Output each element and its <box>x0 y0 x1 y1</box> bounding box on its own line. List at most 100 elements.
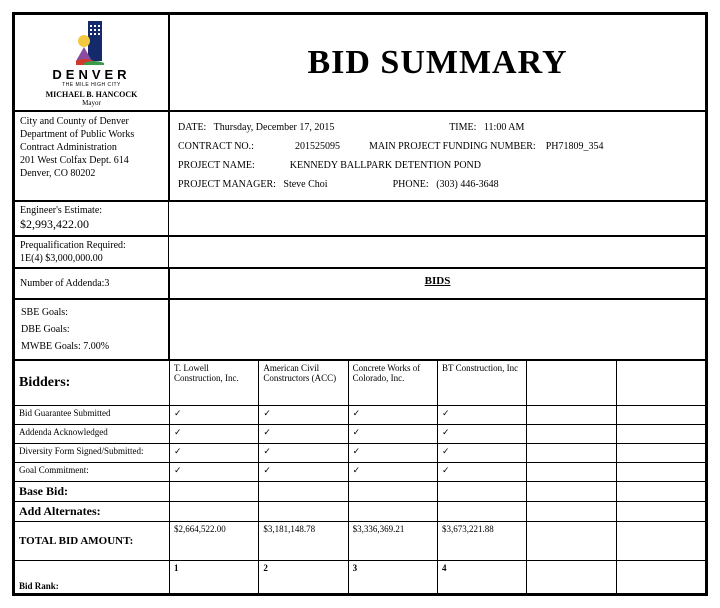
time-value: 11:00 AM <box>484 122 524 133</box>
check-cell: ✓ <box>348 424 437 443</box>
goals-right-blank <box>169 299 706 360</box>
check-cell: ✓ <box>348 443 437 462</box>
blank-est-right <box>169 201 706 236</box>
check-cell <box>616 443 705 462</box>
rank-cell: 3 <box>348 560 437 593</box>
date-label: DATE: <box>178 122 206 133</box>
check-cell: ✓ <box>348 462 437 481</box>
check-label: Goal Commitment: <box>15 462 170 481</box>
rank-cell <box>616 560 705 593</box>
project-name-label: PROJECT NAME: <box>178 160 255 171</box>
bid-rank-label: Bid Rank: <box>19 581 59 591</box>
check-cell: ✓ <box>437 462 526 481</box>
bidder-name: Concrete Works of Colorado, Inc. <box>348 360 437 405</box>
check-cell: ✓ <box>170 424 259 443</box>
phone-value: (303) 446-3648 <box>436 179 499 190</box>
prequal-cell: Prequalification Required: 1E(4) $3,000,… <box>14 236 169 268</box>
check-cell: ✓ <box>348 405 437 424</box>
check-cell: ✓ <box>437 405 526 424</box>
check-cell: ✓ <box>437 424 526 443</box>
check-row: Addenda Acknowledged ✓ ✓ ✓ ✓ <box>15 424 706 443</box>
addenda-bids-row: Number of Addenda:3 BIDS <box>14 268 706 299</box>
denver-logo: DENVER THE MILE HIGH CITY MICHAEL B. HAN… <box>46 19 138 107</box>
rank-cell: 2 <box>259 560 348 593</box>
denver-logo-icon <box>74 19 108 65</box>
check-row: Bid Guarantee Submitted ✓ ✓ ✓ ✓ <box>15 405 706 424</box>
org-line: Contract Administration <box>20 141 163 154</box>
funding-label: MAIN PROJECT FUNDING NUMBER: <box>369 141 536 152</box>
org-line: Department of Public Works <box>20 128 163 141</box>
goals-row: SBE Goals: DBE Goals: MWBE Goals: 7.00% <box>14 299 706 360</box>
time-label: TIME: <box>449 122 476 133</box>
check-cell: ✓ <box>437 443 526 462</box>
estimate-label: Engineer's Estimate: <box>20 204 163 217</box>
org-line: City and County of Denver <box>20 115 163 128</box>
estimate-amount: $2,993,422.00 <box>20 217 163 233</box>
contract-label: CONTRACT NO.: <box>178 141 254 152</box>
bid-rank-row: Bid Rank: 1 2 3 4 <box>15 560 706 593</box>
check-row: Diversity Form Signed/Submitted: ✓ ✓ ✓ ✓ <box>15 443 706 462</box>
prequal-label: Prequalification Required: <box>20 239 163 252</box>
check-cell <box>527 424 616 443</box>
check-cell: ✓ <box>170 443 259 462</box>
bids-heading: BIDS <box>169 268 706 299</box>
check-cell <box>527 405 616 424</box>
total-cell <box>616 521 705 560</box>
mayor-title: Mayor <box>46 99 138 107</box>
project-details: DATE: Thursday, December 17, 2015 TIME: … <box>169 111 706 201</box>
denver-tagline: THE MILE HIGH CITY <box>46 82 138 88</box>
bidder-name: T. Lowell Construction, Inc. <box>170 360 259 405</box>
mwbe-goals: MWBE Goals: 7.00% <box>21 338 162 355</box>
bidders-table: Bidders: T. Lowell Construction, Inc. Am… <box>14 360 706 594</box>
bidders-header-row: Bidders: T. Lowell Construction, Inc. Am… <box>15 360 706 405</box>
bid-summary-sheet: DENVER THE MILE HIGH CITY MICHAEL B. HAN… <box>12 12 708 596</box>
header-title-cell: BID SUMMARY <box>169 14 706 111</box>
blank-prequal-right <box>169 236 706 268</box>
check-label: Bid Guarantee Submitted <box>15 405 170 424</box>
header-row: DENVER THE MILE HIGH CITY MICHAEL B. HAN… <box>14 14 706 111</box>
sbe-goals: SBE Goals: <box>21 304 162 321</box>
funding-value: PH71809_354 <box>546 141 604 152</box>
org-details-row: City and County of Denver Department of … <box>14 111 706 201</box>
check-cell <box>616 405 705 424</box>
check-cell <box>616 462 705 481</box>
addenda-cell: Number of Addenda:3 <box>14 268 169 299</box>
total-cell: $3,673,221.88 <box>437 521 526 560</box>
check-cell: ✓ <box>259 405 348 424</box>
check-cell: ✓ <box>170 405 259 424</box>
base-bid-label: Base Bid: <box>19 484 68 498</box>
estimate-cell: Engineer's Estimate: $2,993,422.00 <box>14 201 169 236</box>
header-logo-cell: DENVER THE MILE HIGH CITY MICHAEL B. HAN… <box>14 14 169 111</box>
check-label: Addenda Acknowledged <box>15 424 170 443</box>
bidder-name: BT Construction, Inc <box>437 360 526 405</box>
pm-value: Steve Choi <box>283 179 327 190</box>
total-cell: $2,664,522.00 <box>170 521 259 560</box>
org-line: Denver, CO 80202 <box>20 167 163 180</box>
check-cell <box>616 424 705 443</box>
date-value: Thursday, December 17, 2015 <box>214 122 335 133</box>
goals-left: SBE Goals: DBE Goals: MWBE Goals: 7.00% <box>14 299 169 360</box>
rank-cell: 4 <box>437 560 526 593</box>
bidder-name: American Civil Constructors (ACC) <box>259 360 348 405</box>
base-bid-row: Base Bid: <box>15 481 706 501</box>
add-alternates-row: Add Alternates: <box>15 501 706 521</box>
rank-cell <box>527 560 616 593</box>
check-cell: ✓ <box>259 462 348 481</box>
pm-label: PROJECT MANAGER: <box>178 179 276 190</box>
check-label: Diversity Form Signed/Submitted: <box>15 443 170 462</box>
prequal-value: 1E(4) $3,000,000.00 <box>20 252 163 265</box>
org-line: 201 West Colfax Dept. 614 <box>20 154 163 167</box>
mayor-name: MICHAEL B. HANCOCK <box>46 90 138 99</box>
contract-value: 201525095 <box>295 141 340 152</box>
rank-cell: 1 <box>170 560 259 593</box>
check-cell: ✓ <box>170 462 259 481</box>
bidder-name <box>527 360 616 405</box>
prequal-row: Prequalification Required: 1E(4) $3,000,… <box>14 236 706 268</box>
check-cell <box>527 443 616 462</box>
phone-label: PHONE: <box>393 179 429 190</box>
estimate-row: Engineer's Estimate: $2,993,422.00 <box>14 201 706 236</box>
project-name-value: KENNEDY BALLPARK DETENTION POND <box>290 160 481 171</box>
denver-wordmark: DENVER <box>46 67 138 82</box>
page-title: BID SUMMARY <box>307 44 567 82</box>
total-cell: $3,336,369.21 <box>348 521 437 560</box>
